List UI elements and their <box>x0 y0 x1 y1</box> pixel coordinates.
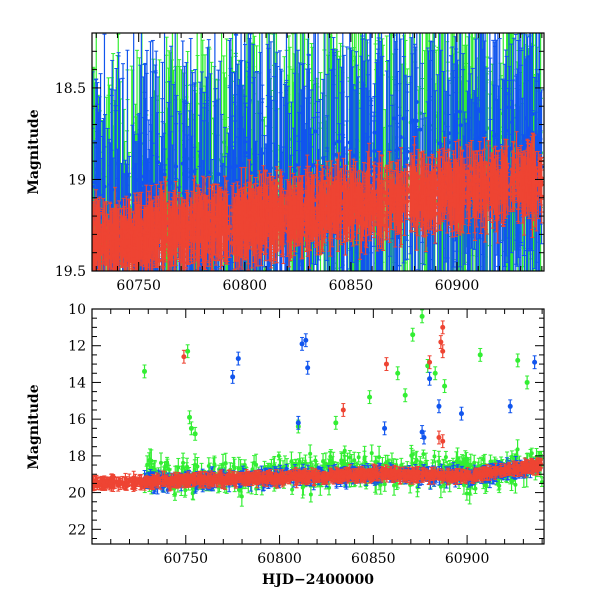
bottom-plot-area <box>92 309 544 507</box>
x-tick-label: 60850 <box>351 551 396 567</box>
bottom-y-axis-label: Magnitude <box>26 384 42 469</box>
y-tick-label: 20 <box>68 486 86 502</box>
outlier-point-green <box>395 366 401 381</box>
y-tick-label: 16 <box>68 412 86 428</box>
y-tick-label: 18 <box>68 449 86 465</box>
outlier-point-green <box>402 388 408 403</box>
outlier-point-green <box>367 390 373 405</box>
x-tick-label: 60900 <box>445 551 490 567</box>
outlier-point-green <box>410 327 416 342</box>
outlier-point-blue <box>436 399 442 414</box>
outlier-point-blue <box>230 370 236 384</box>
top-data-points <box>92 33 544 271</box>
y-tick-label: 19.5 <box>55 264 86 280</box>
x-tick-label: 60750 <box>164 551 209 567</box>
y-tick-label: 12 <box>68 339 86 355</box>
outlier-point-green <box>477 347 483 362</box>
bottom-axes-frame <box>91 308 545 545</box>
data-point-green <box>369 444 374 462</box>
outlier-point-green <box>333 415 339 430</box>
outlier-point-red <box>340 403 346 417</box>
outlier-point-blue <box>507 399 513 414</box>
outlier-point-green <box>515 353 521 368</box>
y-tick-label: 18.5 <box>55 81 86 97</box>
x-tick-label: 60850 <box>329 278 374 294</box>
y-tick-label: 14 <box>68 375 86 391</box>
outlier-point-green <box>524 375 530 390</box>
y-tick-label: 10 <box>68 302 86 318</box>
bottom-panel: 60750 60800 60850 60900 10 12 14 16 18 20 22 Magni… <box>26 302 545 588</box>
outlier-point-blue <box>427 371 433 386</box>
x-tick-label: 60900 <box>435 278 480 294</box>
bottom-data-points <box>92 309 544 507</box>
outlier-point-blue <box>382 421 388 436</box>
outlier-point-green <box>432 366 438 381</box>
data-point-green <box>539 477 544 487</box>
outlier-point-green <box>419 309 425 324</box>
outlier-point-green <box>442 379 448 394</box>
data-point-green <box>308 486 313 503</box>
top-plot-area <box>92 33 544 271</box>
outlier-point-blue <box>458 406 464 421</box>
outlier-point-red <box>383 357 389 372</box>
x-tick-label: 60800 <box>257 551 302 567</box>
x-tick-label: 60800 <box>223 278 268 294</box>
outlier-point-green <box>142 364 148 379</box>
bottom-x-axis-label: HJD−2400000 <box>262 572 374 588</box>
x-tick-label: 60750 <box>116 278 161 294</box>
y-tick-label: 22 <box>68 522 86 538</box>
data-point-green <box>356 452 361 463</box>
outlier-point-blue <box>305 360 311 375</box>
top-y-axis-label: Magnitude <box>26 109 42 194</box>
top-panel: 60750 60800 60850 60900 18.5 19 19.5 Magnitude <box>26 32 545 294</box>
data-point-green <box>342 445 347 456</box>
outlier-point-red <box>440 320 446 335</box>
y-tick-label: 19 <box>68 172 86 188</box>
outlier-point-blue <box>235 351 241 366</box>
outlier-point-blue <box>532 355 538 370</box>
